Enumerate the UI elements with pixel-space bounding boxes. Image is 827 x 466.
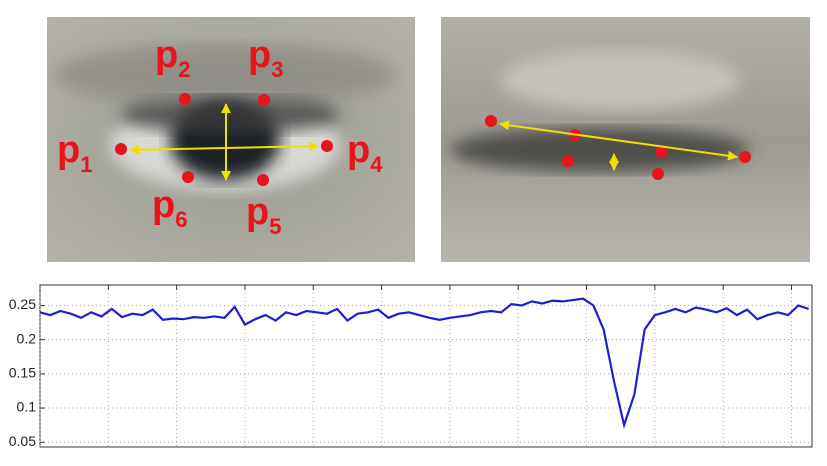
landmark-label: p5	[246, 191, 281, 239]
label-sub: 6	[175, 207, 187, 232]
label-sub: 4	[370, 152, 383, 177]
label-base: p	[152, 184, 175, 226]
label-base: p	[347, 129, 370, 171]
data-line	[39, 297, 809, 430]
label-base: p	[155, 34, 178, 76]
landmark-label: p4	[347, 129, 383, 177]
label-sub: 5	[269, 214, 281, 239]
label-sub: 2	[178, 57, 190, 82]
landmark-label: p2	[155, 34, 190, 82]
closed-eye-image	[441, 17, 810, 262]
y-tick-label: 0.15	[9, 365, 36, 381]
label-base: p	[248, 34, 271, 76]
label-base: p	[57, 129, 80, 171]
landmark-label: p1	[57, 129, 92, 177]
label-base: p	[246, 191, 269, 233]
landmark-label: p6	[152, 184, 187, 232]
y-tick-label: 0.25	[9, 296, 36, 312]
y-tick-label: 0.2	[17, 330, 37, 346]
landmark-label: p3	[248, 34, 283, 82]
y-tick-label: 0.05	[9, 433, 36, 449]
open-eye-image	[47, 17, 415, 262]
y-tick-label: 0.1	[17, 399, 37, 415]
arrows	[129, 103, 738, 181]
label-sub: 3	[271, 57, 283, 82]
label-sub: 1	[80, 152, 92, 177]
plot-frame	[39, 284, 813, 448]
